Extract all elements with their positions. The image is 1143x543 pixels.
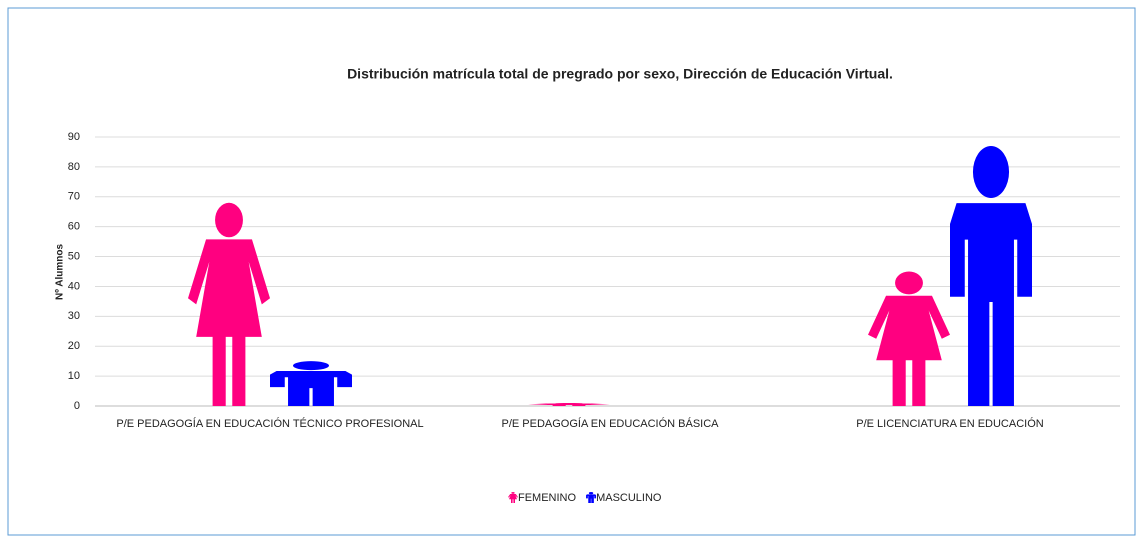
chart-title: Distribución matrícula total de pregrado… — [347, 66, 893, 82]
y-tick-label: 30 — [68, 310, 80, 322]
bar-icon — [270, 361, 352, 406]
legend-icon — [586, 492, 597, 503]
bar-icon — [188, 202, 270, 406]
legend-label: MASCULINO — [596, 492, 662, 504]
bar-icon — [950, 145, 1032, 406]
y-tick-label: 90 — [68, 131, 80, 143]
y-tick-label: 10 — [68, 370, 80, 382]
bar-icon — [868, 271, 950, 406]
x-tick-label: P/E LICENCIATURA EN EDUCACIÓN — [856, 417, 1043, 430]
y-tick-label: 80 — [68, 161, 80, 173]
y-tick-label: 0 — [74, 400, 80, 412]
x-tick-label: P/E PEDAGOGÍA EN EDUCACIÓN TÉCNICO PROFE… — [116, 417, 423, 430]
y-axis-label: Nº Alumnos — [55, 244, 66, 300]
y-tick-label: 50 — [68, 250, 80, 262]
bar-icon — [528, 403, 610, 406]
x-tick-label: P/E PEDAGOGÍA EN EDUCACIÓN BÁSICA — [502, 417, 720, 430]
legend-icon — [508, 492, 518, 503]
y-tick-label: 40 — [68, 280, 80, 292]
y-tick-label: 20 — [68, 340, 80, 352]
chart-frame — [7, 7, 1136, 536]
legend-label: FEMENINO — [518, 492, 577, 504]
y-tick-label: 60 — [68, 221, 80, 233]
y-tick-label: 70 — [68, 191, 80, 203]
